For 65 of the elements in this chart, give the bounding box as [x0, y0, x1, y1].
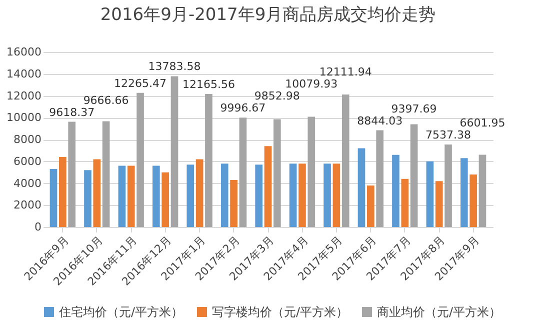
- bar: [308, 116, 316, 227]
- bar: [342, 94, 350, 227]
- y-tick-label: 16000: [6, 46, 42, 58]
- data-label: 9618.37: [49, 106, 95, 119]
- bar: [50, 169, 58, 227]
- data-label: 8844.03: [357, 114, 403, 128]
- bar: [127, 166, 135, 227]
- bar: [460, 158, 468, 227]
- bar: [102, 121, 110, 227]
- bar: [205, 94, 212, 227]
- bar: [358, 148, 366, 227]
- y-tick-label: 14000: [6, 67, 42, 80]
- bar: [324, 164, 331, 227]
- bar: [376, 130, 384, 227]
- data-label: 12165.56: [182, 78, 235, 91]
- y-tick-label: 0: [34, 220, 42, 234]
- bar: [152, 166, 160, 227]
- data-label: 12265.47: [114, 76, 167, 90]
- data-label: 9996.67: [220, 102, 266, 115]
- bar: [392, 154, 400, 227]
- bar: [136, 92, 144, 227]
- bar: [264, 146, 272, 227]
- bar: [332, 164, 340, 227]
- bar: [230, 180, 238, 227]
- bar: [410, 124, 418, 227]
- bar: [366, 185, 374, 227]
- legend-label: 住宅均价（元/平方米）: [58, 305, 184, 319]
- bar: [239, 118, 247, 227]
- bar: [401, 178, 409, 227]
- chart-title: 2016年9月-2017年9月商品房成交均价走势: [100, 5, 436, 25]
- data-label: 13783.58: [148, 60, 201, 74]
- bar: [426, 161, 434, 227]
- bar: [162, 172, 170, 227]
- y-tick-label: 6000: [14, 154, 42, 168]
- bar: [444, 144, 452, 227]
- bar: [118, 166, 126, 227]
- bar: [84, 170, 92, 227]
- legend-label: 写字楼均价（元/平方米）: [212, 305, 348, 319]
- data-label: 9852.98: [254, 90, 300, 103]
- bar: [59, 157, 66, 227]
- y-tick-label: 8000: [14, 133, 42, 146]
- data-label: 9666.66: [83, 94, 129, 107]
- bar: [93, 159, 101, 227]
- bar: [255, 164, 262, 227]
- bar: [298, 164, 306, 227]
- bar: [435, 181, 443, 227]
- data-label: 7537.38: [426, 128, 472, 142]
- bar: [470, 174, 477, 227]
- bar: [220, 164, 228, 227]
- bar: [289, 164, 297, 227]
- y-tick-label: 2000: [14, 198, 42, 212]
- data-label: 6601.95: [460, 116, 506, 130]
- data-label: 9397.69: [391, 102, 437, 116]
- bar: [68, 122, 76, 227]
- bar: [186, 164, 194, 227]
- data-label: 12111.94: [319, 66, 372, 79]
- bar: [478, 154, 486, 227]
- bar: [196, 159, 204, 227]
- legend-label: 商业均价（元/平方米）: [377, 305, 502, 319]
- y-tick-label: 4000: [14, 176, 42, 190]
- y-tick-label: 12000: [6, 89, 42, 102]
- bar: [274, 119, 281, 227]
- bar: [170, 76, 178, 227]
- data-label: 10079.93: [285, 78, 338, 91]
- y-tick-label: 10000: [6, 111, 42, 124]
